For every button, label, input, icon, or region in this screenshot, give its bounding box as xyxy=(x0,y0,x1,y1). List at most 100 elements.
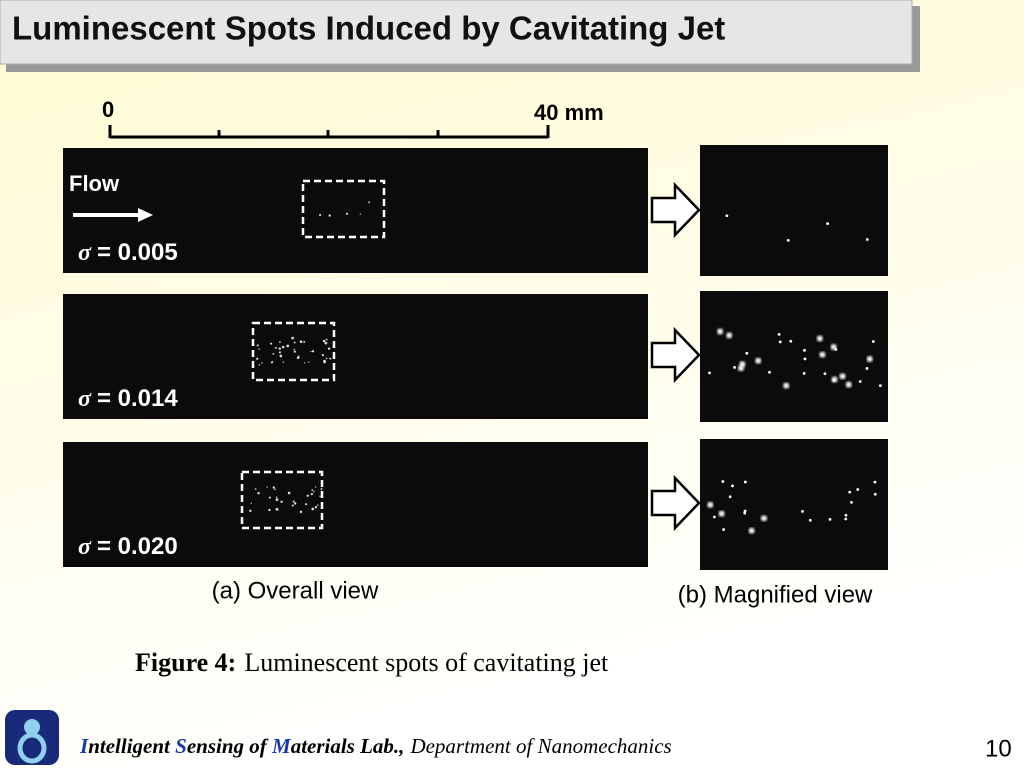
spot xyxy=(329,357,332,360)
spot xyxy=(305,503,308,506)
spot xyxy=(256,344,259,347)
spot xyxy=(275,496,278,499)
magnified-spot xyxy=(839,373,846,380)
magnified-spot xyxy=(873,492,877,496)
spot xyxy=(287,491,291,495)
overall-image xyxy=(63,442,648,567)
scale-end: 40 mm xyxy=(534,100,604,125)
caption-overall: (a) Overall view xyxy=(212,577,379,604)
spot xyxy=(319,495,321,497)
magnified-spot xyxy=(789,339,793,343)
magnified-spot xyxy=(816,335,823,342)
spot xyxy=(311,489,314,491)
spot xyxy=(261,362,263,364)
sigma-symbol: σ xyxy=(78,386,92,412)
sigma-label: σ = 0.020 xyxy=(78,533,178,560)
spot xyxy=(272,486,275,489)
magnified-spot xyxy=(803,357,807,361)
spot xyxy=(279,354,283,358)
spot xyxy=(278,351,282,354)
spot xyxy=(275,346,277,349)
spot xyxy=(278,347,282,350)
magnified-spot xyxy=(778,340,782,344)
spot xyxy=(254,488,257,490)
spot xyxy=(275,498,279,502)
spot xyxy=(279,341,281,343)
spot xyxy=(297,355,300,358)
magnified-spot xyxy=(721,480,725,483)
spot xyxy=(257,491,260,495)
magnified-spot xyxy=(726,332,733,339)
magnified-image xyxy=(700,439,888,570)
figure-label: Figure 4: xyxy=(135,648,236,677)
caption-magnified: (b) Magnified view xyxy=(678,581,873,608)
spot xyxy=(327,347,331,350)
roi-box xyxy=(240,470,324,530)
magnified-spot xyxy=(743,509,747,513)
magnified-spot xyxy=(733,366,736,369)
spot xyxy=(293,350,296,353)
spot xyxy=(268,496,271,499)
magnified-spot xyxy=(739,361,746,368)
spot xyxy=(291,336,294,340)
lab-initial: S xyxy=(175,734,187,758)
magnified-spot xyxy=(743,480,747,484)
magnified-spot xyxy=(743,511,747,515)
spot xyxy=(306,494,309,497)
logo xyxy=(5,710,59,765)
magnified-spot xyxy=(760,515,767,522)
magnified-spot xyxy=(803,348,806,352)
spot xyxy=(293,348,295,351)
magnified-image xyxy=(700,291,888,422)
magnified-spot xyxy=(768,370,771,374)
spot xyxy=(271,361,274,363)
spot xyxy=(345,212,349,215)
magnified-image xyxy=(700,145,888,276)
magnified-spot xyxy=(879,384,882,388)
magnified-spot xyxy=(786,238,790,242)
magnified-spot xyxy=(731,484,734,488)
spot xyxy=(317,504,319,506)
magnified-spot xyxy=(858,380,862,383)
spot xyxy=(250,502,252,504)
magnified-spot xyxy=(801,509,804,513)
spot xyxy=(308,361,310,363)
magnified-spot xyxy=(832,379,836,382)
spot xyxy=(323,359,326,363)
spot xyxy=(268,508,271,512)
spot xyxy=(281,345,285,349)
sigma-label: σ = 0.014 xyxy=(78,385,178,412)
magnified-spot xyxy=(755,357,762,364)
flow-arrow-head xyxy=(138,208,153,222)
magnified-spot xyxy=(745,351,749,355)
magnified-spot xyxy=(717,328,724,335)
magnified-spot xyxy=(850,500,853,504)
magnified-spot xyxy=(823,372,827,375)
magnified-spot xyxy=(777,332,781,336)
sigma-symbol: σ xyxy=(78,534,92,560)
lab-word: aterials Lab., xyxy=(291,734,405,758)
magnified-spot xyxy=(828,517,832,521)
spot xyxy=(311,507,315,511)
magnified-spot xyxy=(826,222,829,226)
spot xyxy=(303,362,306,364)
spot xyxy=(258,364,261,366)
spot xyxy=(256,357,259,360)
lab-word: ensing of xyxy=(187,734,272,758)
sigma-value: = 0.014 xyxy=(97,385,178,412)
magnified-spot xyxy=(802,372,806,375)
magnified-spot xyxy=(845,381,852,388)
overall-image xyxy=(63,294,648,419)
spot xyxy=(322,339,326,343)
spot xyxy=(314,506,318,509)
spot xyxy=(291,504,294,507)
spot xyxy=(325,357,328,360)
spot xyxy=(269,342,273,345)
lab-initial: M xyxy=(271,734,292,758)
spot xyxy=(303,340,306,343)
flow-label: Flow xyxy=(69,171,120,196)
spot xyxy=(319,213,322,216)
magnified-spot xyxy=(707,501,714,508)
